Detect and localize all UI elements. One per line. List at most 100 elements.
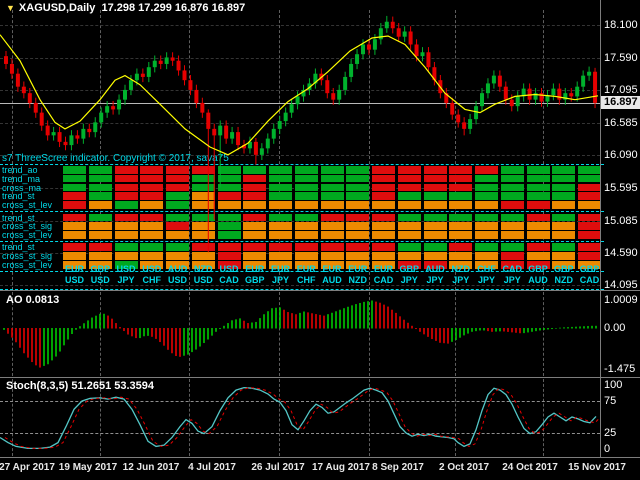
signal-cell bbox=[526, 261, 550, 269]
grid-vertical-line bbox=[455, 379, 456, 456]
pair-label: GBP NZD bbox=[554, 264, 574, 285]
pair-label: AUD USD bbox=[167, 264, 188, 285]
signal-cell bbox=[475, 174, 498, 183]
signal-cell bbox=[243, 231, 267, 239]
signal-cell bbox=[63, 261, 86, 269]
signal-cell bbox=[269, 201, 292, 209]
signal-cell bbox=[114, 201, 138, 209]
signal-cell bbox=[294, 166, 318, 174]
signal-cell bbox=[191, 174, 215, 183]
grid-vertical-line bbox=[279, 292, 280, 376]
signal-cell bbox=[372, 213, 395, 221]
price-axis-label: 16.090 bbox=[604, 149, 638, 162]
signal-cell bbox=[449, 231, 473, 239]
grid-horizontal-line bbox=[0, 58, 600, 60]
signal-cell bbox=[578, 174, 601, 183]
signal-cell bbox=[269, 174, 292, 183]
signal-cell bbox=[475, 252, 498, 260]
signal-cell bbox=[552, 222, 576, 230]
signal-cell bbox=[320, 183, 344, 192]
panel-separator[interactable] bbox=[0, 290, 640, 291]
signal-cell bbox=[397, 222, 421, 230]
signal-cell bbox=[526, 243, 550, 251]
signal-cell bbox=[63, 183, 86, 192]
signal-cell bbox=[114, 192, 138, 200]
symbol-marker-icon[interactable]: ▼ bbox=[6, 3, 15, 13]
pair-label: NZD JPY bbox=[451, 264, 471, 285]
signal-cell bbox=[166, 231, 189, 239]
signal-cell bbox=[526, 183, 550, 192]
signal-cell bbox=[500, 183, 524, 192]
signal-cell bbox=[217, 231, 241, 239]
signal-cell bbox=[88, 222, 112, 230]
signal-cell bbox=[449, 192, 473, 200]
signal-cell bbox=[166, 243, 189, 251]
signal-cell bbox=[140, 166, 164, 174]
signal-cell bbox=[166, 166, 189, 174]
date-label: 12 Jun 2017 bbox=[122, 462, 180, 473]
indicator-row-label: cross_st_lev bbox=[2, 260, 53, 270]
signal-cell bbox=[372, 201, 395, 209]
signal-cell bbox=[346, 166, 370, 174]
signal-cell bbox=[552, 174, 576, 183]
grid-horizontal-line bbox=[0, 220, 600, 222]
date-label: 27 Apr 2017 bbox=[0, 462, 55, 473]
signal-cell bbox=[475, 192, 498, 200]
stoch-level-line bbox=[0, 401, 600, 402]
signal-cell bbox=[320, 201, 344, 209]
signal-cell bbox=[346, 183, 370, 192]
indicator-row-label: cross_st_lev bbox=[2, 200, 53, 211]
signal-cell bbox=[191, 183, 215, 192]
indicator-row-label: cross_st_sig bbox=[2, 251, 53, 262]
pair-label: GBP AUD bbox=[528, 264, 548, 285]
price-axis-label: 14.095 bbox=[604, 279, 638, 291]
pair-label: EUR JPY bbox=[270, 264, 290, 285]
grid-horizontal-line bbox=[0, 155, 600, 157]
indicator-row-label: cross_ma bbox=[2, 182, 42, 193]
panel-separator[interactable] bbox=[0, 377, 640, 378]
grid-vertical-line bbox=[189, 292, 190, 376]
signal-cell bbox=[63, 231, 86, 239]
signal-cell bbox=[294, 243, 318, 251]
signal-cell bbox=[191, 252, 215, 260]
indicator-row-label: trend_ao bbox=[2, 165, 38, 175]
signal-cell bbox=[191, 201, 215, 209]
signal-cell bbox=[114, 222, 138, 230]
signal-cell bbox=[578, 201, 601, 209]
signal-cell bbox=[397, 231, 421, 239]
signal-cell bbox=[294, 192, 318, 200]
date-label: 19 May 2017 bbox=[58, 462, 118, 473]
grid-vertical-line bbox=[369, 379, 370, 456]
signal-cell bbox=[397, 261, 421, 269]
signal-cell bbox=[243, 243, 267, 251]
signal-cell bbox=[397, 243, 421, 251]
signal-cell bbox=[88, 252, 112, 260]
indicator-title: s7 ThreeScree indicator. Copyright © 201… bbox=[2, 153, 229, 164]
grid-vertical-line bbox=[455, 10, 456, 290]
signal-cell bbox=[423, 166, 447, 174]
grid-vertical-line bbox=[12, 379, 13, 456]
signal-cell bbox=[140, 201, 164, 209]
signal-cell bbox=[294, 252, 318, 260]
signal-cell bbox=[346, 174, 370, 183]
signal-cell bbox=[346, 222, 370, 230]
ao-axis-label: -1.475 bbox=[604, 362, 636, 375]
signal-cell bbox=[140, 192, 164, 200]
signal-cell bbox=[63, 192, 86, 200]
signal-cell bbox=[372, 174, 395, 183]
signal-cell bbox=[269, 183, 292, 192]
signal-cell bbox=[63, 222, 86, 230]
signal-cell bbox=[294, 213, 318, 221]
signal-cell bbox=[217, 213, 241, 221]
signal-cell bbox=[191, 261, 215, 269]
signal-cell bbox=[372, 252, 395, 260]
signal-cell bbox=[140, 174, 164, 183]
signal-cell bbox=[372, 222, 395, 230]
signal-cell bbox=[372, 166, 395, 174]
signal-cell bbox=[191, 213, 215, 221]
grid-vertical-line bbox=[543, 10, 544, 290]
signal-cell bbox=[88, 213, 112, 221]
signal-cell bbox=[63, 174, 86, 183]
pair-label: EUR AUD bbox=[322, 264, 342, 285]
signal-cell bbox=[578, 213, 601, 221]
